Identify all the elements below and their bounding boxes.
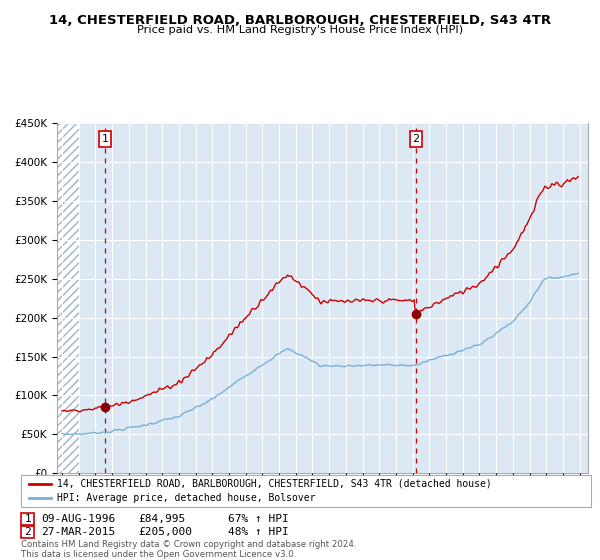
Text: Contains HM Land Registry data © Crown copyright and database right 2024.
This d: Contains HM Land Registry data © Crown c… xyxy=(21,540,356,559)
Text: 1: 1 xyxy=(24,514,31,524)
Text: Price paid vs. HM Land Registry's House Price Index (HPI): Price paid vs. HM Land Registry's House … xyxy=(137,25,463,35)
Bar xyxy=(57,123,79,473)
Text: HPI: Average price, detached house, Bolsover: HPI: Average price, detached house, Bols… xyxy=(57,493,316,503)
Text: 2: 2 xyxy=(413,134,420,144)
Text: 48% ↑ HPI: 48% ↑ HPI xyxy=(228,527,289,537)
Text: 14, CHESTERFIELD ROAD, BARLBOROUGH, CHESTERFIELD, S43 4TR: 14, CHESTERFIELD ROAD, BARLBOROUGH, CHES… xyxy=(49,14,551,27)
Text: 09-AUG-1996: 09-AUG-1996 xyxy=(41,514,115,524)
Text: 27-MAR-2015: 27-MAR-2015 xyxy=(41,527,115,537)
Text: £205,000: £205,000 xyxy=(138,527,192,537)
Text: 67% ↑ HPI: 67% ↑ HPI xyxy=(228,514,289,524)
Text: 1: 1 xyxy=(101,134,109,144)
Text: 2: 2 xyxy=(24,527,31,537)
Text: 14, CHESTERFIELD ROAD, BARLBOROUGH, CHESTERFIELD, S43 4TR (detached house): 14, CHESTERFIELD ROAD, BARLBOROUGH, CHES… xyxy=(57,479,492,489)
Text: £84,995: £84,995 xyxy=(138,514,185,524)
